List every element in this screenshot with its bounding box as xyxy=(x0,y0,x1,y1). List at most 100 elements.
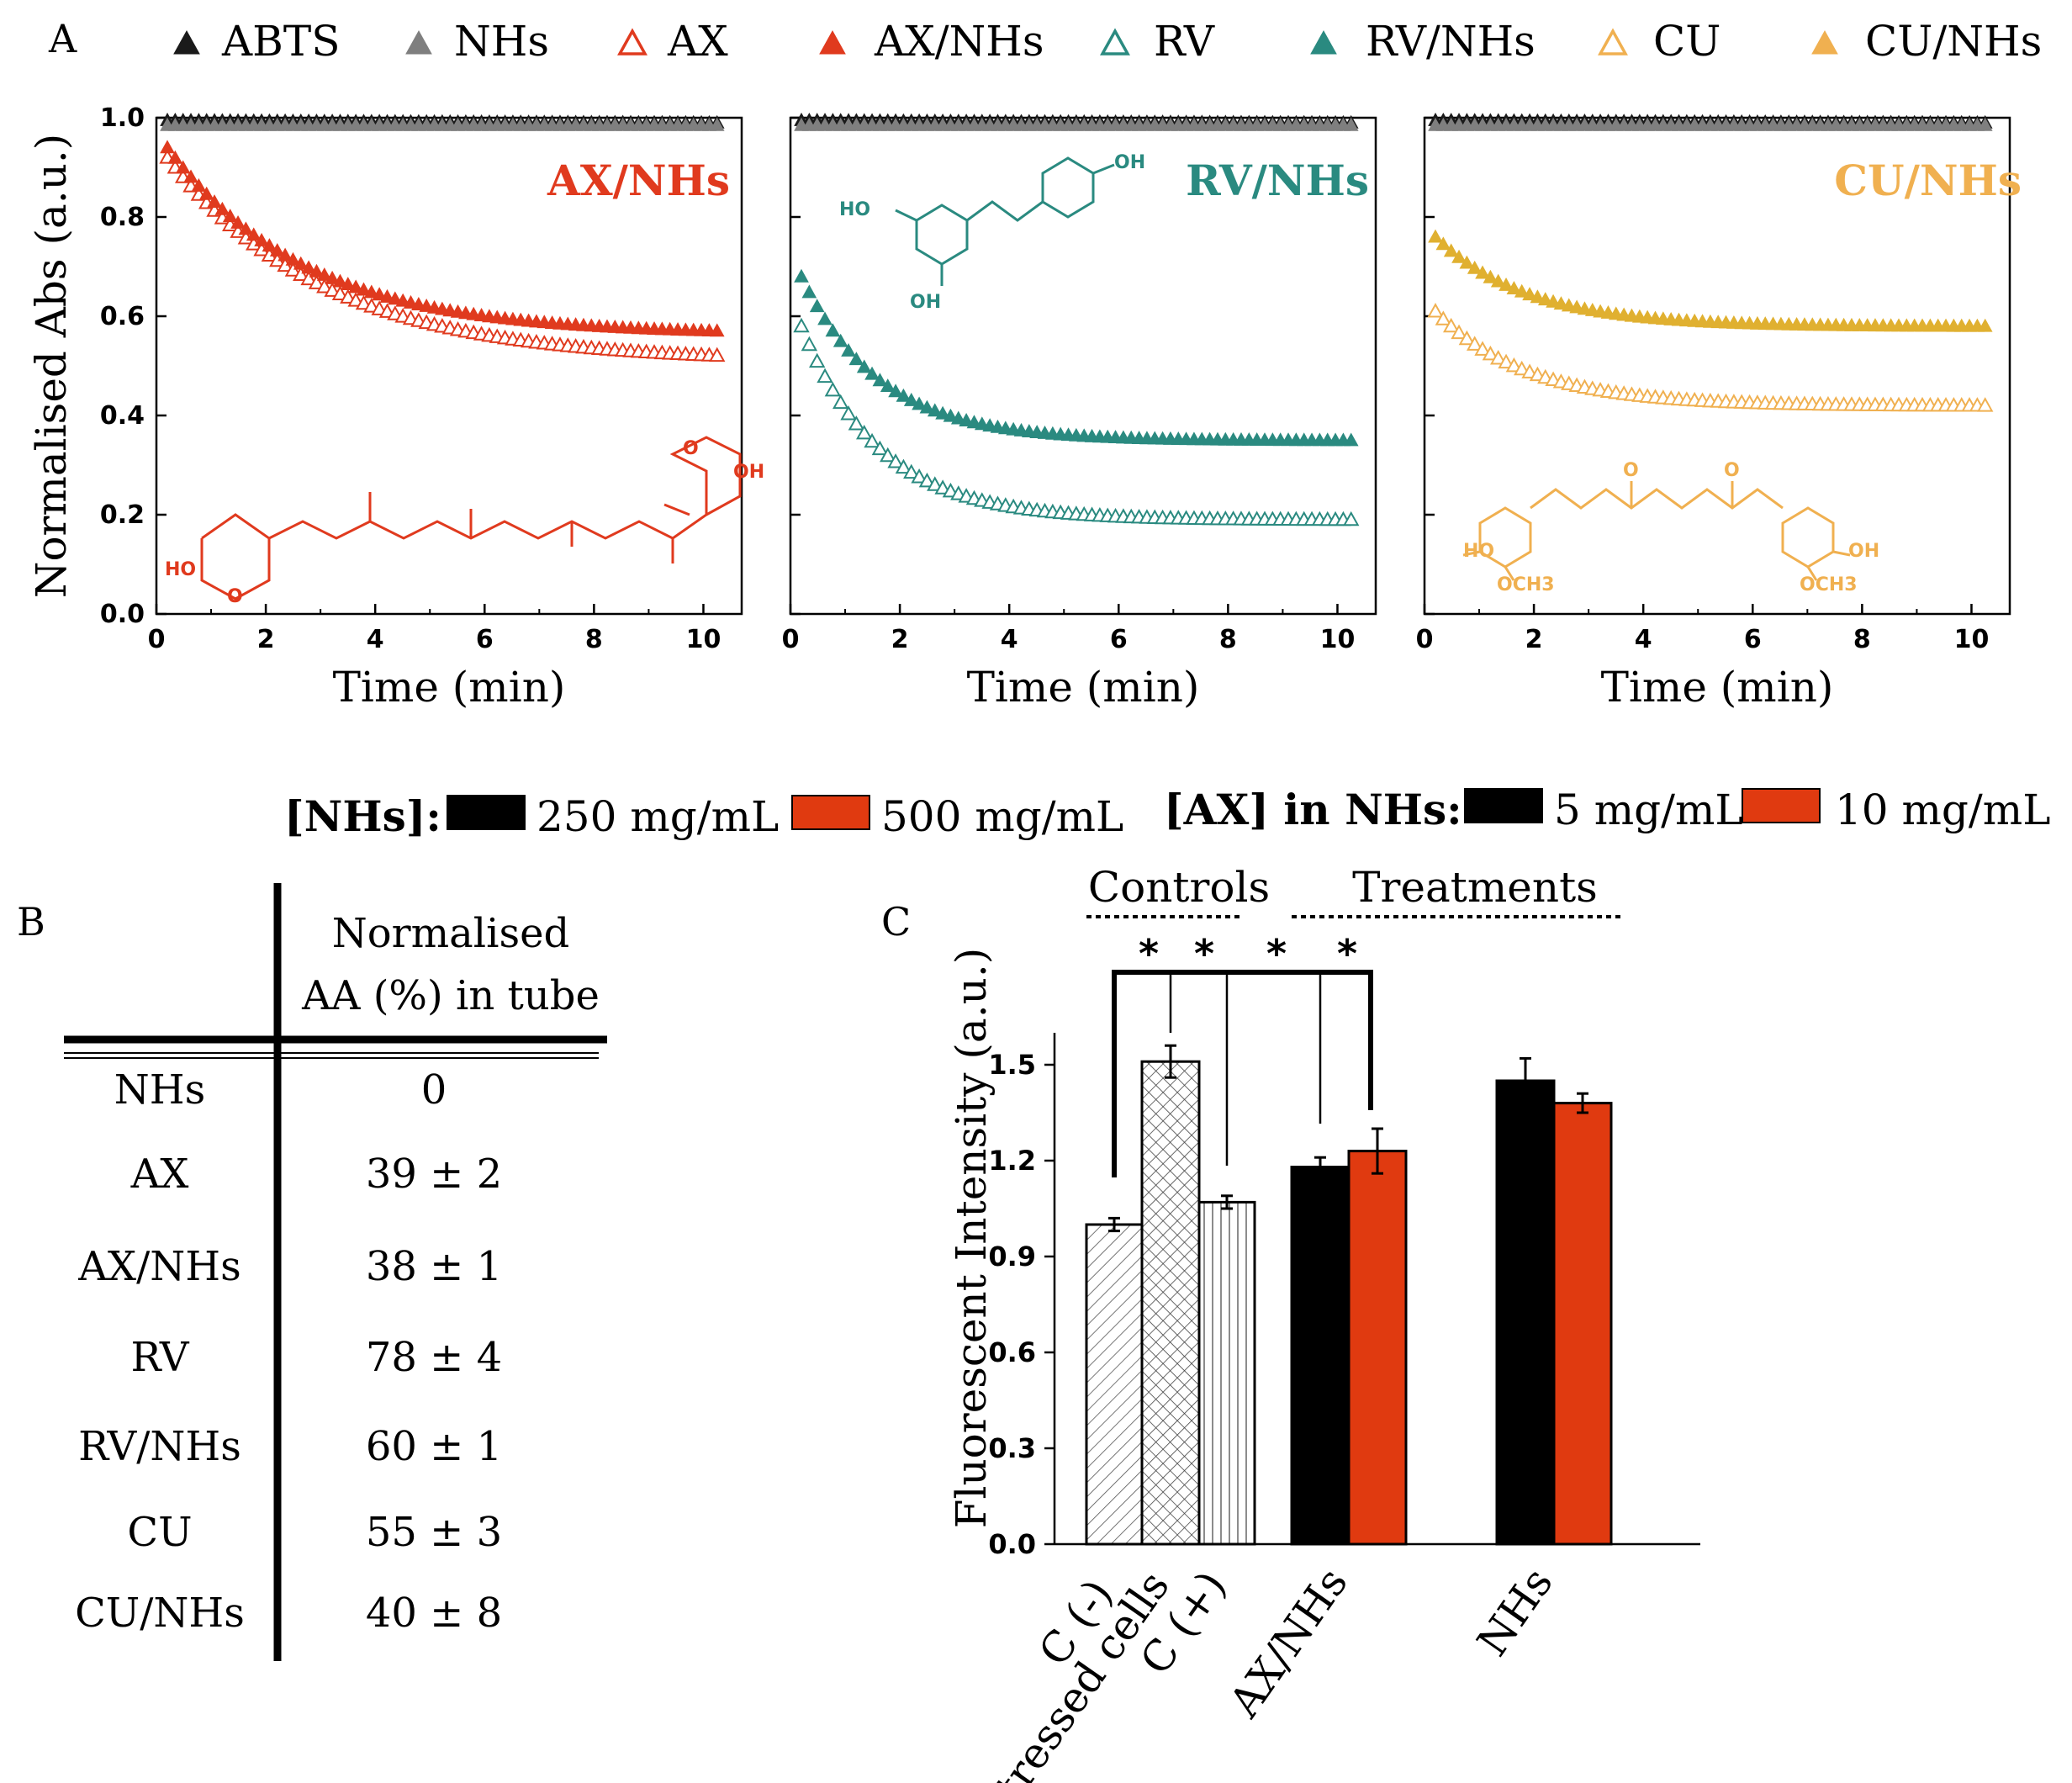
data-point xyxy=(183,169,198,183)
data-point xyxy=(1498,277,1514,291)
data-point xyxy=(167,150,183,164)
data-point xyxy=(1467,336,1483,351)
data-point xyxy=(331,285,349,300)
data-point xyxy=(801,284,817,299)
significance-star: * xyxy=(1194,931,1214,976)
data-point xyxy=(1537,292,1553,306)
x-tick-label: 2 xyxy=(257,625,275,654)
data-point xyxy=(379,288,395,303)
legend-label-rv-nhs: RV/NHs xyxy=(1366,17,1536,66)
y-tick-label: 1.0 xyxy=(100,103,145,133)
data-point xyxy=(1506,281,1522,294)
panel-label-c: C xyxy=(881,899,911,944)
legend-label-rv: RV xyxy=(1154,17,1215,66)
data-point xyxy=(1474,341,1491,356)
legend-label-ax-nhs: AX/NHs xyxy=(874,17,1044,66)
data-point xyxy=(222,209,238,223)
data-point xyxy=(1467,260,1483,274)
ax-o-bottom-label: O xyxy=(227,586,243,607)
data-point xyxy=(285,251,301,266)
data-point xyxy=(355,294,373,310)
panel-label-a: A xyxy=(48,16,77,61)
panel-title: CU/NHs xyxy=(1834,156,2022,205)
data-point xyxy=(300,270,317,286)
data-point xyxy=(316,278,333,294)
data-point xyxy=(340,277,356,291)
data-point xyxy=(1343,117,1359,131)
data-point xyxy=(919,399,935,414)
legend-ax-title: [AX] in NHs: xyxy=(1164,785,1462,834)
data-point xyxy=(1458,330,1476,346)
data-point xyxy=(1514,360,1530,376)
data-point xyxy=(198,186,214,200)
table-row-value: 55 ± 3 xyxy=(366,1509,502,1556)
data-point xyxy=(934,479,951,495)
data-point xyxy=(347,292,364,307)
data-point xyxy=(348,279,363,294)
data-point xyxy=(293,256,309,270)
table-row-label: CU xyxy=(127,1509,192,1556)
legend-marker-ax-nhs xyxy=(819,29,846,55)
panel-title: AX/NHs xyxy=(547,156,730,205)
panel-title: RV/NHs xyxy=(1186,156,1369,205)
legend-nhs-title: [NHs]: xyxy=(284,791,441,841)
x-tick-label: 4 xyxy=(367,625,384,654)
data-point xyxy=(316,267,332,281)
series-rv xyxy=(793,317,1360,526)
cu-o-right-label: O xyxy=(1724,460,1740,481)
panel-a-chart-3: 0 2 4 6 8 10 Time (min) CU/NHs xyxy=(1416,112,2022,712)
data-point xyxy=(903,392,919,406)
data-point xyxy=(887,453,904,468)
data-point xyxy=(809,299,825,313)
data-point xyxy=(1490,349,1507,365)
data-point xyxy=(1443,243,1459,257)
data-point xyxy=(959,413,974,426)
cu-o-left-label: O xyxy=(1623,460,1639,481)
table-header-line2: AA (%) in tube xyxy=(301,972,600,1019)
data-point xyxy=(191,177,207,192)
cu-och3-left-label: OCH3 xyxy=(1497,574,1555,595)
x-tick-label: 8 xyxy=(1219,625,1237,654)
cu-ho-label: HO xyxy=(1463,541,1494,562)
legend-label-cu: CU xyxy=(1653,17,1720,66)
x-axis-title: Time (min) xyxy=(333,663,566,712)
legend-label-10: 10 mg/mL xyxy=(1835,786,2050,834)
legend-swatch-10 xyxy=(1742,788,1821,823)
legend-panel-a: ABTS NHs AX AX/NHs RV RV/NHs CU CU/NHs xyxy=(173,17,2042,66)
x-tick-label: 10 xyxy=(1320,625,1356,654)
table-row-label: CU/NHs xyxy=(75,1590,245,1637)
data-point xyxy=(832,394,849,410)
group-label-controls: Controls xyxy=(1088,863,1270,912)
data-point xyxy=(801,336,818,352)
data-point xyxy=(824,381,842,397)
significance-bracket xyxy=(1112,970,1373,1177)
data-point xyxy=(872,373,888,387)
data-point xyxy=(817,368,833,384)
data-point xyxy=(1977,397,1994,412)
data-point xyxy=(1498,353,1514,369)
curcumin-structure xyxy=(1462,481,1851,581)
legend-marker-cu xyxy=(1598,28,1628,56)
x-tick-label: 8 xyxy=(585,625,603,654)
ax-o-top-label: O xyxy=(683,438,699,459)
y-axis-title: Fluorescent Intensity (a.u.) xyxy=(947,948,996,1528)
y-tick-label: 0.9 xyxy=(988,1241,1036,1272)
table-row-label: RV/NHs xyxy=(78,1423,241,1470)
significance-star: * xyxy=(1266,931,1287,976)
data-point xyxy=(848,415,865,431)
data-point xyxy=(332,273,348,288)
legend-label-5: 5 mg/mL xyxy=(1554,786,1743,834)
series-nhs xyxy=(1428,117,1993,131)
data-point xyxy=(927,403,943,417)
data-point xyxy=(896,388,912,402)
data-point xyxy=(1483,269,1498,283)
legend-label-ax: AX xyxy=(667,17,728,66)
data-point xyxy=(1343,432,1359,447)
data-point xyxy=(207,194,222,209)
legend-panel-c: [NHs]: 250 mg/mL 500 mg/mL [AX] in NHs: 5 mg… xyxy=(284,785,2050,841)
data-point xyxy=(269,243,285,257)
data-point xyxy=(793,317,810,333)
data-point xyxy=(808,352,826,368)
bar-stressed-cells xyxy=(1140,1060,1201,1546)
